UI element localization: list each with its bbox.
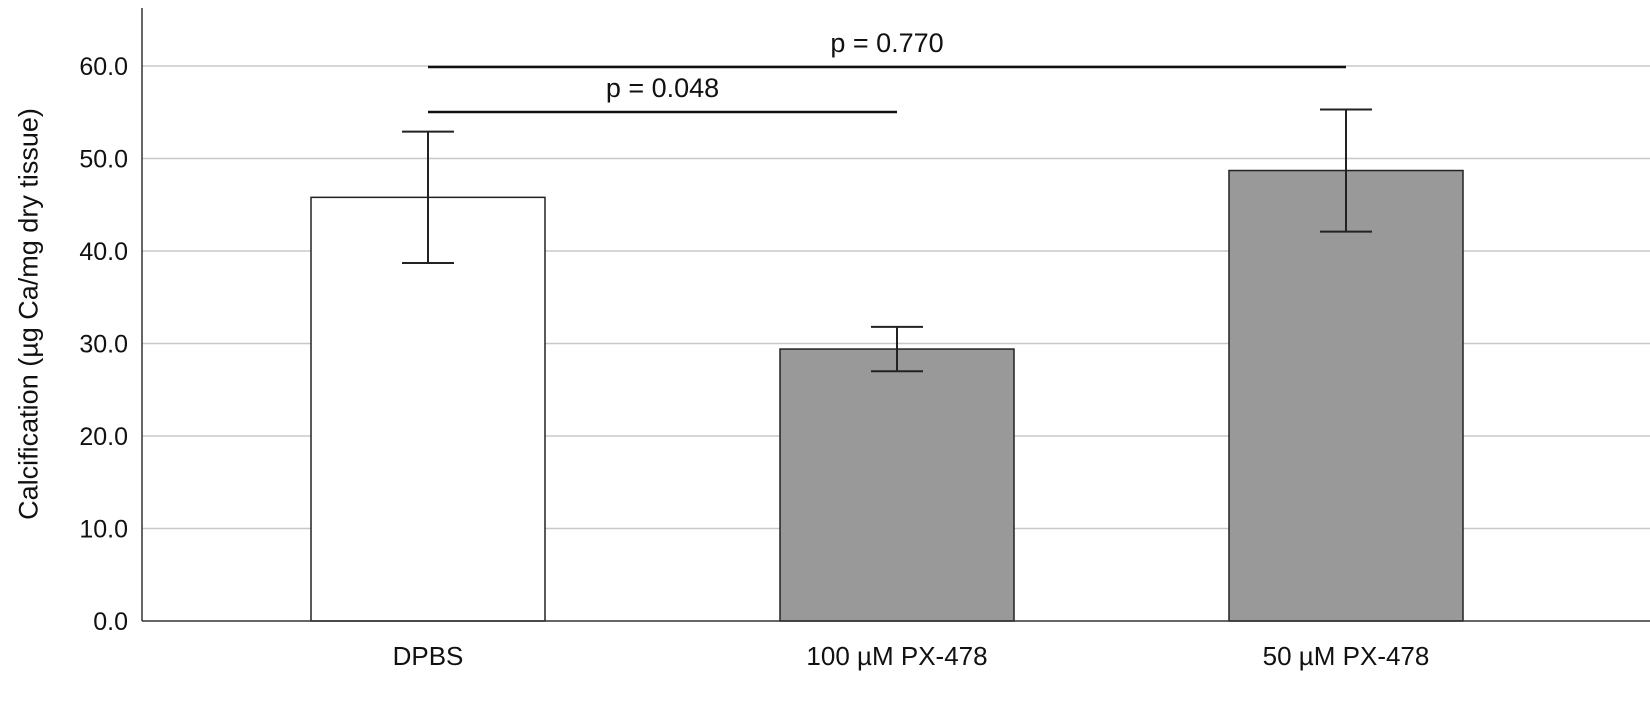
y-tick-label: 20.0 (79, 423, 128, 451)
error-bars (402, 108, 1372, 373)
bar-1 (779, 348, 1015, 622)
y-axis-title: Calcification (µg Ca/mg dry tissue) (13, 108, 43, 520)
y-tick-label: 0.0 (93, 608, 128, 636)
bars (310, 169, 1464, 622)
bar-2 (1228, 169, 1464, 622)
p-value-label: p = 0.048 (606, 73, 719, 103)
significance-annotations: p = 0.048 p = 0.770 (428, 28, 1346, 114)
x-axis-categories: DPBS 100 µM PX-478 50 µM PX-478 (393, 641, 1430, 671)
y-tick-label: 30.0 (79, 331, 128, 359)
y-tick-label: 60.0 (79, 53, 128, 81)
y-tick-label: 10.0 (79, 516, 128, 544)
x-category-label: DPBS (393, 641, 464, 671)
x-category-label: 100 µM PX-478 (806, 641, 987, 671)
y-axis-ticks: 0.0 10.0 20.0 30.0 40.0 50.0 60.0 (79, 53, 128, 636)
x-category-label: 50 µM PX-478 (1263, 641, 1430, 671)
p-value-label: p = 0.770 (830, 28, 943, 58)
y-tick-label: 40.0 (79, 238, 128, 266)
y-tick-label: 50.0 (79, 146, 128, 174)
bar-0 (310, 196, 546, 622)
